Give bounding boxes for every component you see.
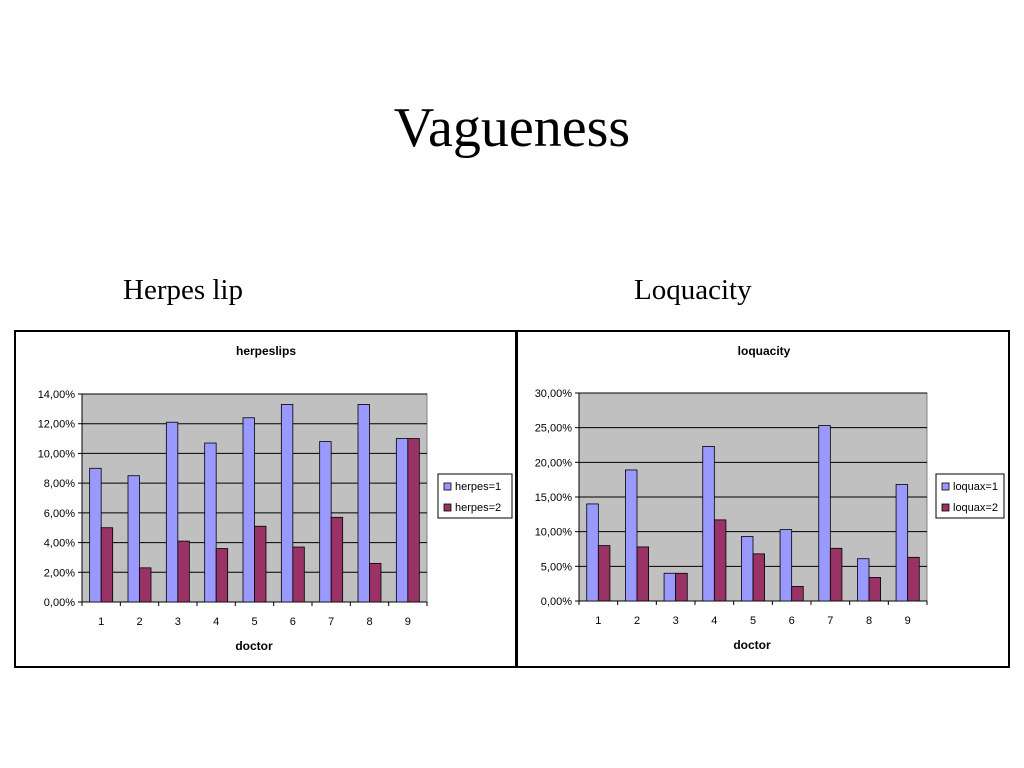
loquacity-chart-frame: loquacity 0,00% 5,00% 10,00% 15,00% 20,00% 25,… [516,330,1010,668]
x-tick-label: 3 [175,616,181,628]
bar-loquax-1-doctor-3 [663,572,677,602]
x-tick-label: 2 [634,615,640,627]
bar-loquax-1-doctor-8 [856,558,870,602]
slide-title: Vagueness [393,97,631,159]
legend-swatch [941,482,950,491]
x-tick-label: 8 [366,616,372,628]
bar-loquax-2-doctor-5 [752,553,766,602]
x-tick-label: 1 [595,615,601,627]
bar-loquax-2-doctor-7 [829,547,843,602]
bar-loquax-1-doctor-4 [702,445,715,602]
x-tick-label: 7 [827,615,833,627]
y-tick-label: 2,00% [44,567,75,579]
right-chart-caption: Loquacity [634,274,752,306]
bar-herpes-1-doctor-5 [242,417,255,603]
bar-herpes-2-doctor-9 [407,438,420,603]
bar-herpes-1-doctor-1 [89,467,102,603]
bar-herpes-2-doctor-4 [215,548,229,603]
bar-herpes-1-doctor-3 [165,421,179,603]
x-tick-label: 4 [711,615,717,627]
bar-loquax-2-doctor-6 [791,586,804,602]
bar-herpes-2-doctor-6 [292,546,305,603]
x-axis-label: doctor [733,638,771,652]
bar-herpes-2-doctor-5 [254,525,267,603]
bar-herpes-1-doctor-8 [357,404,370,603]
bar-herpes-2-doctor-3 [177,540,190,603]
bar-loquax-2-doctor-3 [675,572,688,602]
legend: loquax=1 loquax=2 [935,473,1005,519]
x-tick-label: 6 [789,615,795,627]
x-tick-label: 5 [750,615,756,627]
bar-loquax-1-doctor-2 [625,469,638,602]
bar-loquax-1-doctor-5 [740,536,754,602]
x-axis-label: doctor [235,639,273,653]
bar-loquax-1-doctor-9 [895,484,909,602]
legend: herpes=1 herpes=2 [437,473,513,519]
bar-loquax-2-doctor-4 [713,519,727,602]
y-tick-label: 20,00% [535,457,573,469]
bar-loquax-1-doctor-1 [586,503,599,602]
legend-label: herpes=1 [455,481,501,493]
y-tick-label: 15,00% [535,492,573,504]
y-tick-label: 5,00% [541,561,572,573]
y-tick-label: 12,00% [38,419,76,431]
loquacity-chart: loquacity 0,00% 5,00% 10,00% 15,00% 20,00% 25,… [535,344,1005,652]
bar-herpes-1-doctor-2 [127,475,140,603]
y-tick-label: 6,00% [44,508,75,520]
x-tick-label: 2 [136,616,142,628]
x-tick-label: 9 [905,615,911,627]
x-tick-label: 5 [251,616,257,628]
legend-swatch [443,503,452,512]
bar-loquax-2-doctor-1 [597,545,611,602]
legend-label: loquax=2 [953,502,998,514]
bar-herpes-2-doctor-7 [330,516,344,603]
bar-herpes-2-doctor-1 [100,527,114,603]
x-tick-label: 9 [405,616,411,628]
y-tick-label: 30,00% [535,388,573,400]
chart-title: loquacity [738,344,791,358]
bar-herpes-1-doctor-7 [319,441,332,603]
x-tick-label: 6 [290,616,296,628]
y-tick-label: 0,00% [541,596,572,608]
x-tick-label: 7 [328,616,334,628]
bar-herpes-2-doctor-2 [139,567,152,603]
y-tick-label: 25,00% [535,423,573,435]
x-tick-label: 8 [866,615,872,627]
bar-loquax-1-doctor-6 [779,529,793,602]
bar-herpes-2-doctor-8 [369,562,382,603]
herpes-lip-chart: herpeslips 0,00% 2,00% 4,00% 6,00% 8,00% 10,00… [38,344,513,653]
bar-loquax-2-doctor-8 [868,577,882,602]
left-chart-caption: Herpes lip [123,274,243,306]
legend-swatch [941,503,950,512]
x-tick-label: 3 [673,615,679,627]
bar-loquax-1-doctor-7 [818,425,831,602]
bar-herpes-1-doctor-4 [204,442,217,603]
x-tick-label: 1 [98,616,104,628]
y-tick-label: 10,00% [38,448,76,460]
legend-swatch [443,482,452,491]
bar-loquax-2-doctor-2 [636,546,650,602]
bar-herpes-1-doctor-9 [395,438,409,603]
y-tick-label: 8,00% [44,478,75,490]
x-tick-label: 4 [213,616,219,628]
y-tick-label: 4,00% [44,538,75,550]
y-tick-label: 14,00% [38,389,76,401]
y-tick-label: 10,00% [535,527,573,539]
bar-herpes-1-doctor-6 [280,404,294,603]
legend-label: loquax=1 [953,481,998,493]
legend-label: herpes=2 [455,502,501,514]
bar-loquax-2-doctor-9 [907,556,920,602]
chart-title: herpeslips [236,344,296,358]
herpes-lip-chart-frame: herpeslips 0,00% 2,00% 4,00% 6,00% 8,00% 10,00… [14,330,517,668]
y-tick-label: 0,00% [44,597,75,609]
